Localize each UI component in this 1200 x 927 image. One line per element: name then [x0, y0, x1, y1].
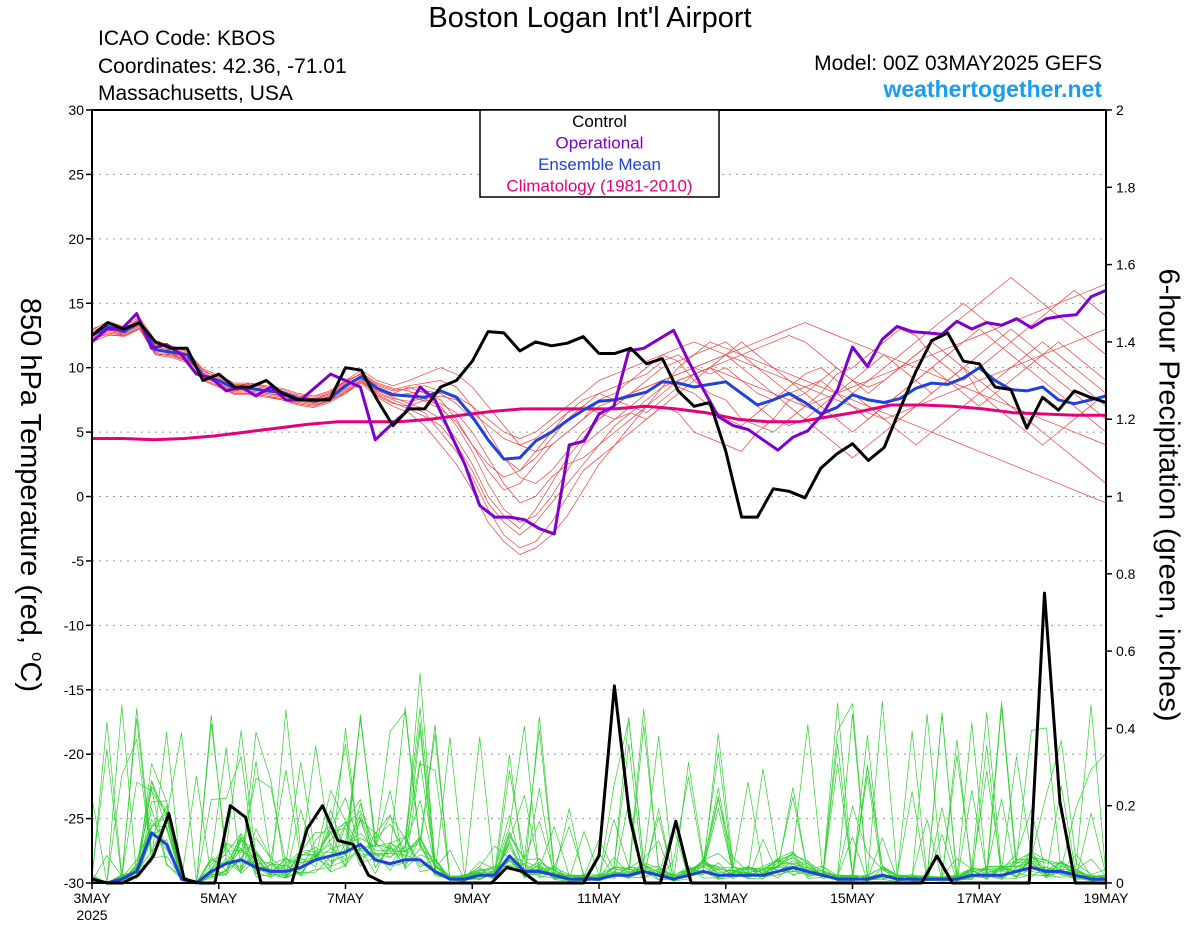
- ensemble-mean-precip-line: [91, 831, 1106, 885]
- left-tick-label: 0: [76, 489, 84, 505]
- x-tick-label: 9MAY: [454, 890, 492, 906]
- left-tick-label: -20: [64, 746, 84, 762]
- temp-member-line: [91, 283, 1107, 536]
- axes: 302520151050-5-10-15-20-25-3021.81.61.41…: [64, 102, 1136, 923]
- icao-code: ICAO Code: KBOS: [98, 27, 276, 50]
- left-axis-title-prefix: 850 hPa Temperature (red,: [14, 297, 47, 653]
- site-name[interactable]: weathertogether.net: [883, 76, 1102, 102]
- legend-box: [479, 109, 720, 198]
- legend-entry: Operational: [556, 134, 644, 153]
- left-axis-title-suffix: C): [14, 661, 47, 693]
- right-tick-label: 1.8: [1116, 179, 1136, 195]
- right-tick-label: 1.2: [1116, 411, 1136, 427]
- legend: Control Operational Ensemble Mean Climatolo…: [479, 109, 720, 198]
- legend-entry: Control: [572, 112, 627, 131]
- left-tick-label: 20: [68, 231, 84, 247]
- left-tick-label: -10: [64, 617, 84, 633]
- temp-member-line: [91, 302, 1107, 484]
- left-tick-label: 30: [68, 102, 84, 118]
- grid-lines: [92, 173, 1106, 820]
- left-axis-title: 850 hPa Temperature (red, oC): [13, 298, 47, 692]
- left-tick-label: -30: [64, 875, 84, 891]
- right-tick-label: 1.6: [1116, 257, 1136, 273]
- left-tick-label: 25: [68, 166, 84, 182]
- ensemble-mean-temp-line: [91, 321, 1107, 461]
- right-tick-label: 0.2: [1116, 798, 1136, 814]
- precip-member-line: [91, 722, 1107, 884]
- x-tick-label: 11MAY: [577, 890, 621, 906]
- left-tick-label: -25: [64, 811, 84, 827]
- x-tick-label: 7MAY: [327, 890, 365, 906]
- right-tick-label: 0.8: [1116, 566, 1136, 582]
- x-tick-label: 17MAY: [957, 890, 1003, 906]
- region: Massachusetts, USA: [98, 82, 293, 105]
- left-tick-label: 5: [76, 424, 84, 440]
- right-tick-label: 2: [1116, 102, 1124, 118]
- right-tick-label: 1: [1116, 489, 1124, 505]
- temp-member-line: [91, 328, 1107, 555]
- precip-member-line: [91, 704, 1107, 884]
- legend-entry: Climatology (1981-2010): [506, 177, 692, 196]
- x-tick-label: 13MAY: [703, 890, 749, 906]
- coordinates: Coordinates: 42.36, -71.01: [98, 55, 347, 78]
- x-tick-label: 19MAY: [1084, 890, 1130, 906]
- right-tick-label: 0.4: [1116, 720, 1136, 736]
- precip-member-line: [91, 723, 1107, 884]
- precip-member-line: [91, 722, 1107, 884]
- left-tick-label: -5: [72, 553, 85, 569]
- year-label: 2025: [76, 907, 107, 923]
- left-tick-label: -15: [64, 682, 84, 698]
- x-tick-label: 3MAY: [73, 890, 111, 906]
- right-tick-label: 0: [1116, 875, 1124, 891]
- climatology-line: [92, 403, 1106, 442]
- right-tick-label: 0.6: [1116, 643, 1136, 659]
- degree-symbol: o: [27, 652, 47, 662]
- control-temp-line: [91, 321, 1107, 519]
- temp-member-line: [91, 320, 1107, 549]
- temp-member-line: [91, 318, 1107, 523]
- model-run: Model: 00Z 03MAY2025 GEFS: [814, 52, 1102, 75]
- legend-entry: Ensemble Mean: [538, 155, 661, 174]
- x-tick-label: 5MAY: [200, 890, 238, 906]
- chart-title: Boston Logan Int'l Airport: [428, 2, 752, 34]
- main-series: [91, 289, 1107, 536]
- climatology-series: [92, 403, 1106, 442]
- x-tick-label: 15MAY: [830, 890, 876, 906]
- operational-temp-line: [91, 289, 1107, 536]
- temp-member-line: [91, 317, 1107, 452]
- temp-member-line: [91, 277, 1107, 446]
- right-axis-title: 6-hour Precipitation (green, inches): [1152, 268, 1185, 722]
- right-tick-label: 1.4: [1116, 334, 1136, 350]
- left-tick-label: 10: [68, 360, 84, 376]
- left-tick-label: 15: [68, 295, 84, 311]
